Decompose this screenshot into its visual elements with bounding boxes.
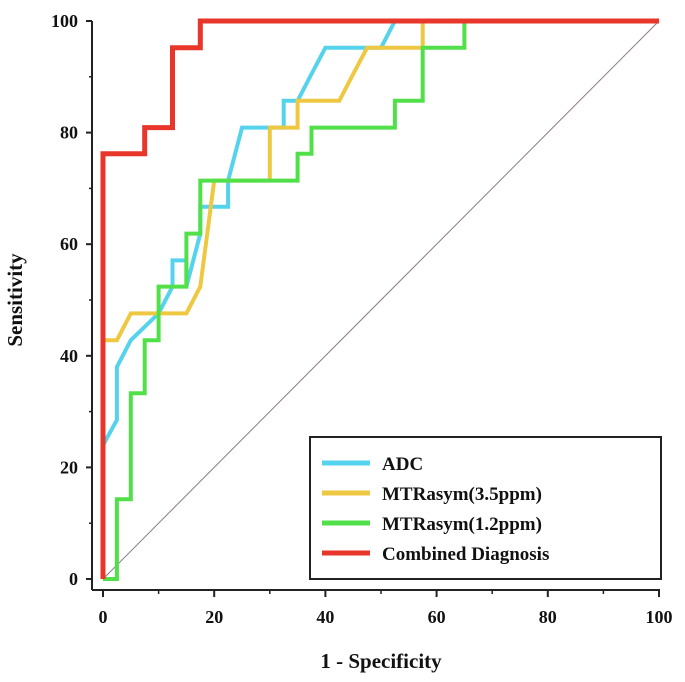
x-tick-label: 40 xyxy=(316,607,334,627)
legend-label: ADC xyxy=(382,454,423,475)
y-tick-label: 100 xyxy=(51,11,78,31)
series-layer xyxy=(100,18,659,581)
ticks-layer: 0 20 40 60 80 100 0 20 40 60 80 100 xyxy=(51,11,673,627)
y-tick-label: 60 xyxy=(60,234,78,254)
reference-line xyxy=(102,20,660,580)
legend: ADC MTRasym(3.5ppm) MTRasym(1.2ppm) Combine… xyxy=(309,436,662,580)
y-tick-label: 20 xyxy=(60,457,78,477)
y-tick-label: 0 xyxy=(69,569,78,589)
x-tick-label: 0 xyxy=(99,607,108,627)
x-tick-label: 100 xyxy=(646,607,673,627)
x-tick-label: 60 xyxy=(428,607,446,627)
series-line-combined-diagnosis xyxy=(100,18,659,579)
x-tick-label: 80 xyxy=(539,607,557,627)
x-axis-title: 1 - Specificity xyxy=(320,649,442,673)
legend-label: Combined Diagnosis xyxy=(382,544,549,565)
y-axis-title: Sensitivity xyxy=(3,253,27,347)
legend-label: MTRasym(3.5ppm) xyxy=(382,484,542,505)
y-tick-label: 80 xyxy=(60,123,78,143)
y-tick-label: 40 xyxy=(60,346,78,366)
x-tick-label: 20 xyxy=(205,607,223,627)
series-line-mtrasym-1-2ppm xyxy=(103,19,659,581)
axes-layer xyxy=(91,21,660,591)
series-line-adc xyxy=(101,19,659,579)
legend-label: MTRasym(1.2ppm) xyxy=(382,514,542,535)
series-line-mtrasym-3-5ppm xyxy=(101,19,659,579)
reference-line-layer xyxy=(102,20,660,580)
